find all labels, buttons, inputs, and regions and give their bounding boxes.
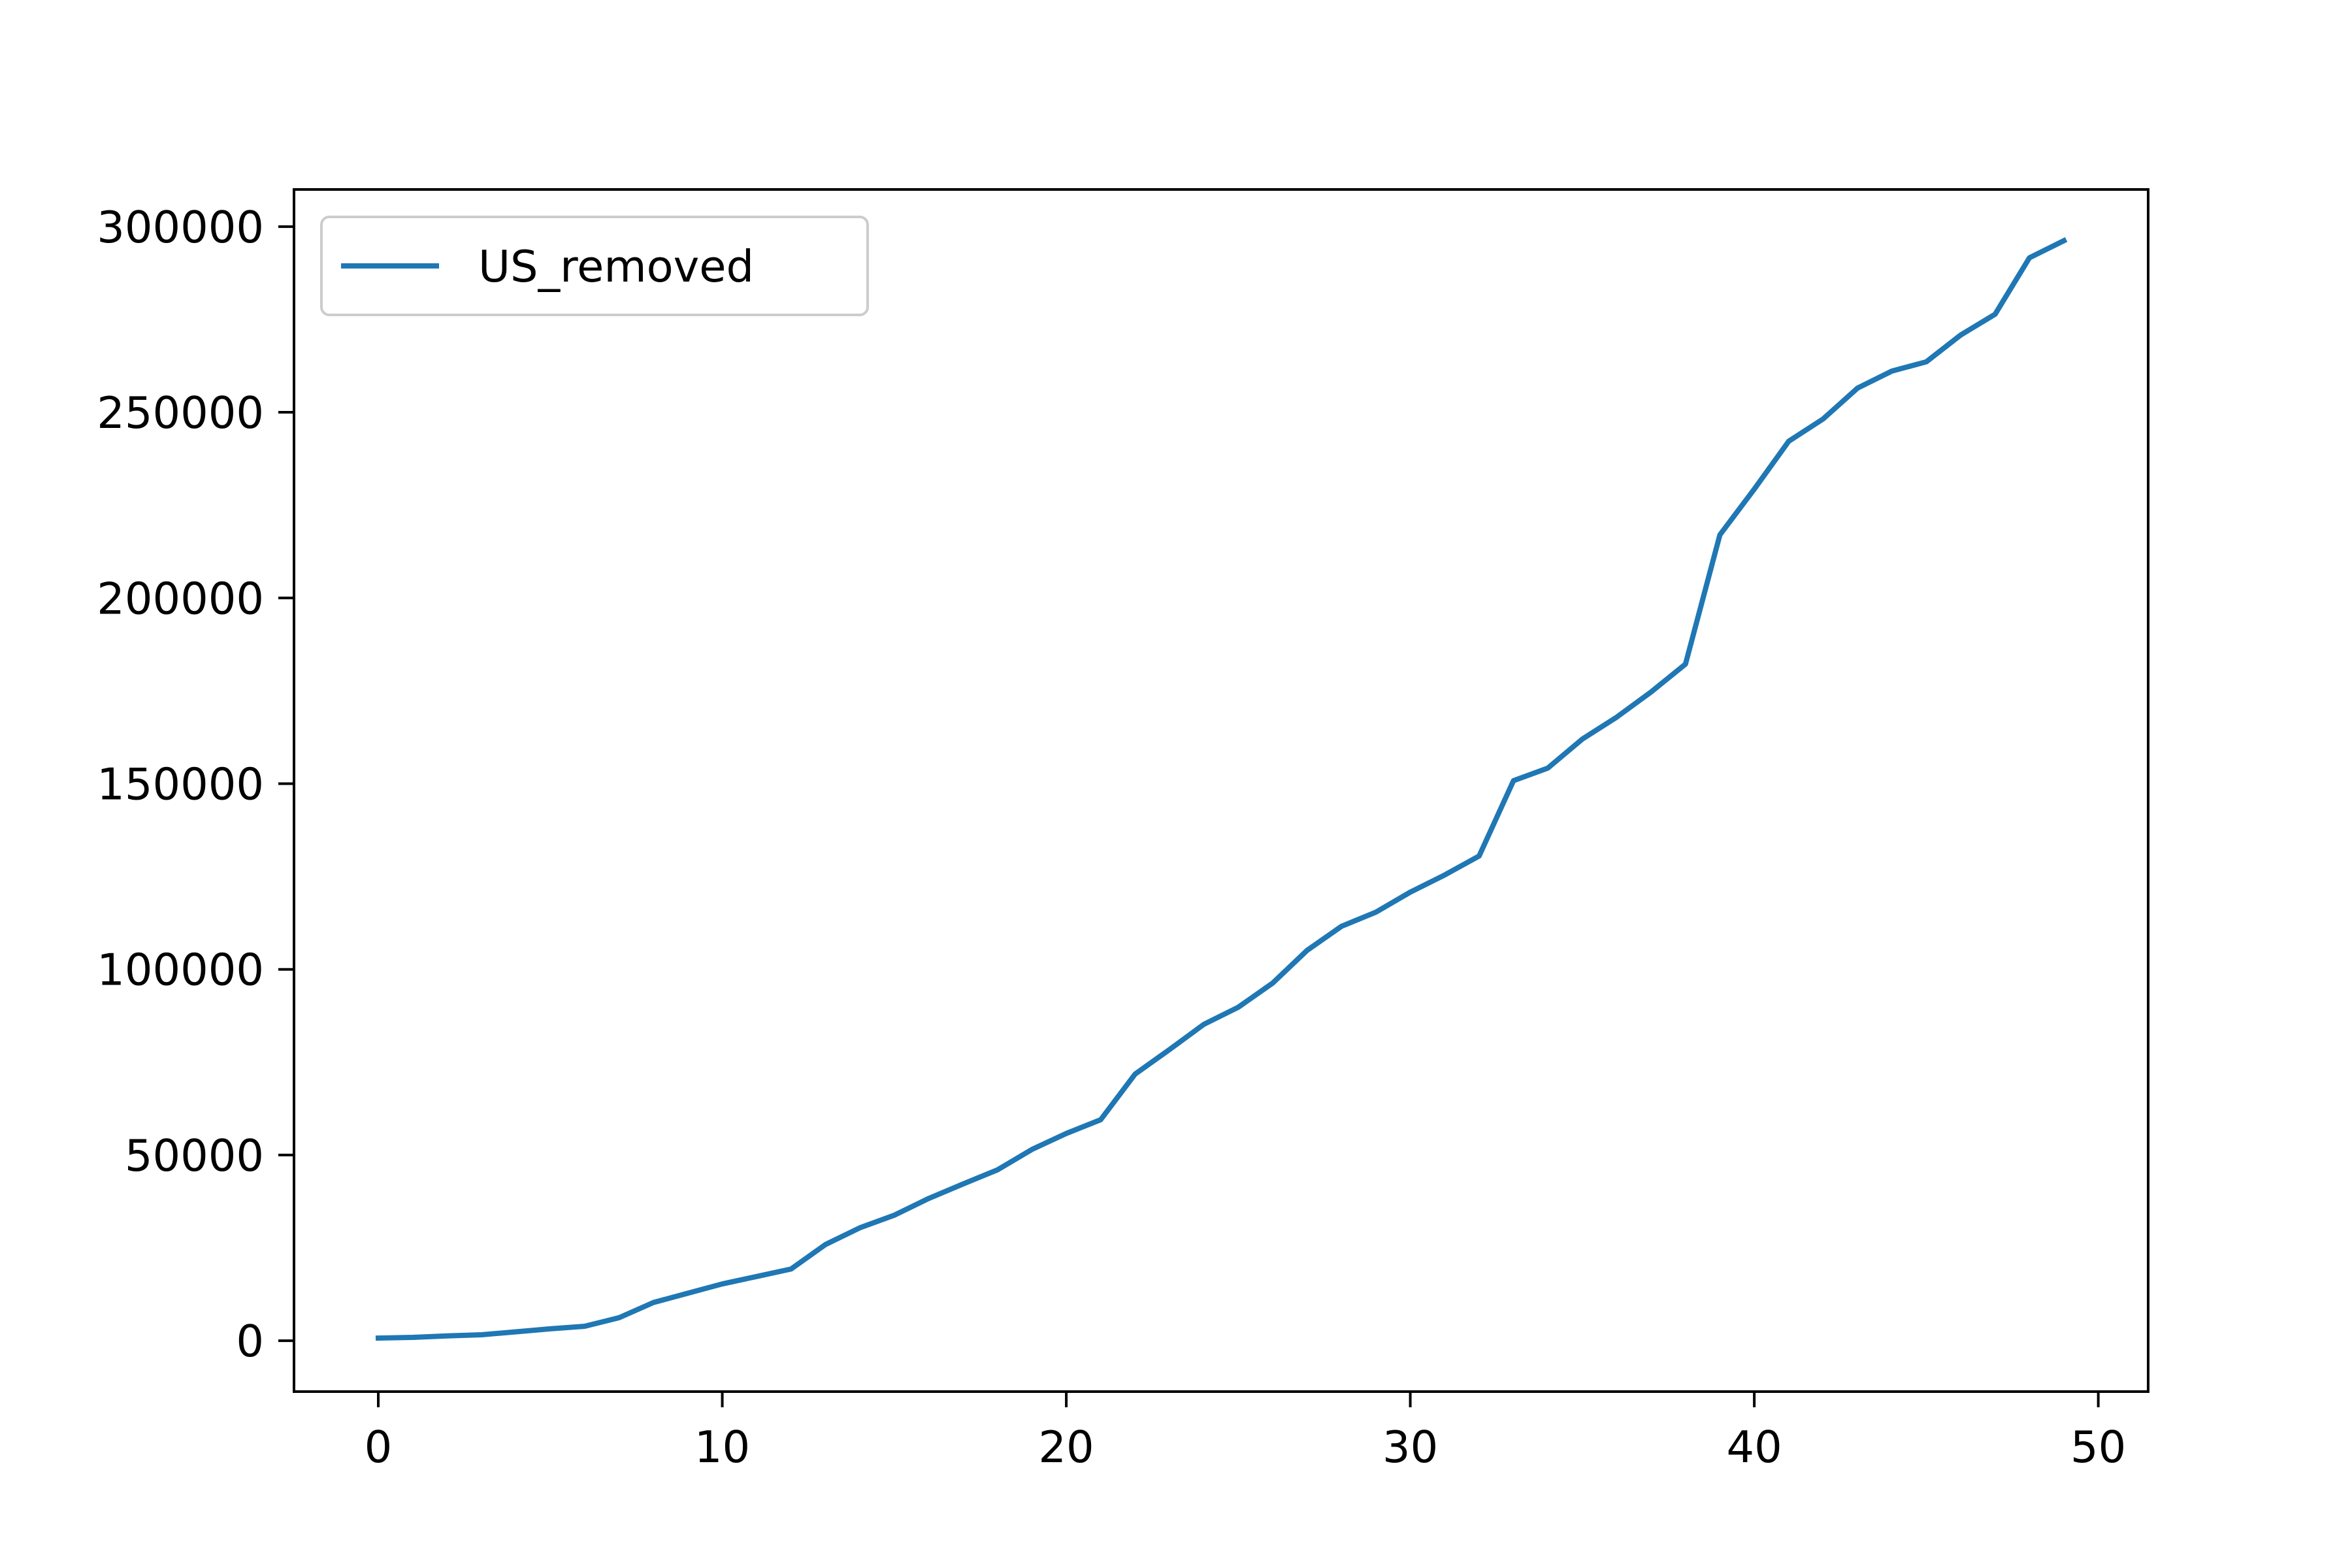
- y-tick-label-4: 200000: [97, 573, 264, 624]
- legend-label-0: US_removed: [478, 241, 754, 292]
- x-tick-label-1: 10: [694, 1422, 750, 1473]
- y-tick-label-3: 150000: [97, 759, 264, 809]
- y-tick-label-2: 100000: [97, 945, 264, 996]
- x-tick-label-2: 20: [1038, 1422, 1094, 1473]
- x-tick-label-0: 0: [365, 1422, 393, 1473]
- plot-area: [375, 237, 2068, 1341]
- x-tick-label-3: 30: [1382, 1422, 1438, 1473]
- x-tick-label-5: 50: [2070, 1422, 2126, 1473]
- axes: 0 10 20 30 40 50 0 50000 100000 150000 200000 25000…: [97, 188, 2149, 1473]
- legend-box: [320, 216, 869, 316]
- axes-frame: [293, 188, 2149, 1393]
- y-tick-label-5: 250000: [97, 387, 264, 438]
- legend: US_removed: [320, 216, 869, 316]
- x-tick-label-4: 40: [1726, 1422, 1782, 1473]
- y-tick-label-0: 0: [236, 1316, 264, 1367]
- y-tick-label-1: 50000: [125, 1130, 264, 1181]
- y-tick-label-6: 300000: [97, 202, 264, 253]
- series-line-0: [375, 237, 2068, 1341]
